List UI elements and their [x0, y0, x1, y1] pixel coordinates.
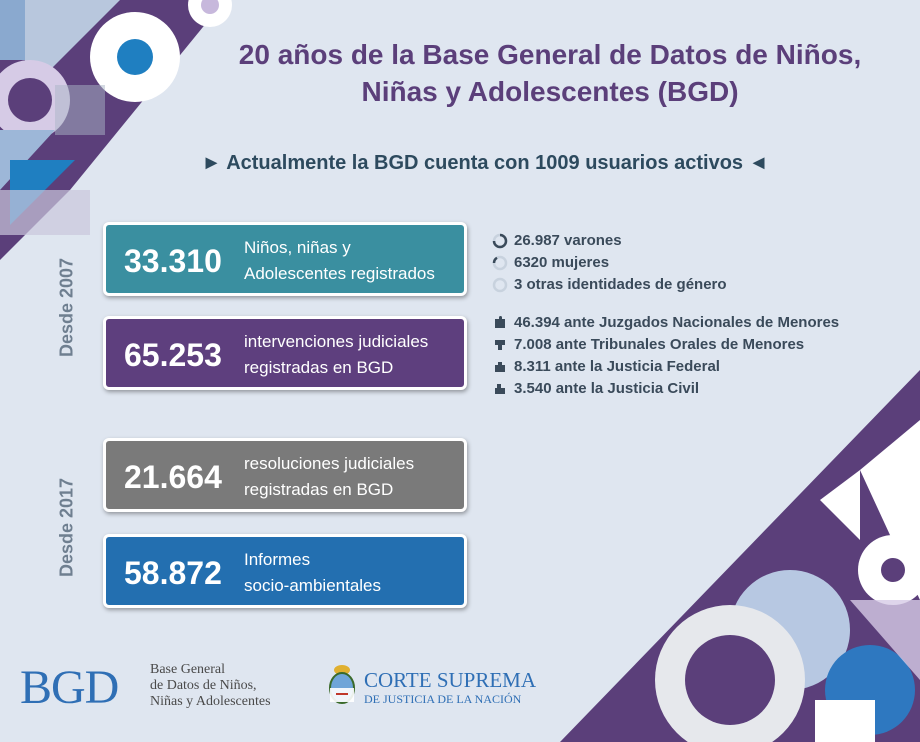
stat-description: intervenciones judiciales registradas en… [244, 332, 429, 377]
gender-row: 26.987 varones [492, 230, 727, 252]
stat-number: 33.310 [124, 243, 222, 279]
court-row: 7.008 ante Tribunales Orales de Menores [492, 334, 839, 356]
stat-card-resolutions: 21.664 resoluciones judiciales registrad… [103, 438, 467, 512]
gender-row: 6320 mujeres [492, 252, 727, 274]
gauge-icon [492, 233, 508, 249]
corte-suprema-title: CORTE SUPREMA [364, 668, 537, 692]
court-row: 46.394 ante Juzgados Nacionales de Menor… [492, 312, 839, 334]
gauge-icon [492, 255, 508, 271]
infographic-title: 20 años de la Base General de Datos de N… [238, 39, 862, 107]
stat-number: 58.872 [124, 555, 222, 591]
stat-number: 65.253 [124, 337, 222, 373]
coat-of-arms-icon [329, 665, 355, 704]
stat-card-children: 33.310 Niños, niñas y Adolescentes regis… [103, 222, 467, 296]
active-users-subtitle: ► Actualmente la BGD cuenta con 1009 usu… [201, 152, 769, 174]
bgd-logo: BGD [20, 661, 119, 714]
stat-card-reports: 58.872 Informes socio-ambientales [103, 534, 467, 608]
puzzle-icon [495, 362, 505, 372]
section-label-2017: Desde 2017 [56, 477, 77, 578]
gender-breakdown: 26.987 varones 6320 mujeres 3 otras iden… [492, 230, 727, 296]
stat-card-interventions: 65.253 intervenciones judiciales registr… [103, 316, 467, 390]
puzzle-icon [495, 384, 505, 394]
corte-suprema-subtitle: DE JUSTICIA DE LA NACIÓN [364, 692, 522, 706]
gauge-icon [492, 277, 508, 293]
bgd-logo-text: Base General de Datos de Niños, Niñas y … [150, 662, 271, 709]
court-row: 8.311 ante la Justicia Federal [492, 356, 839, 378]
puzzle-icon [495, 316, 505, 328]
stat-description: Informes socio-ambientales [244, 550, 382, 595]
puzzle-icon [495, 340, 505, 350]
court-breakdown: 46.394 ante Juzgados Nacionales de Menor… [492, 312, 839, 400]
court-row: 3.540 ante la Justicia Civil [492, 378, 839, 400]
gender-row: 3 otras identidades de género [492, 274, 727, 296]
stat-number: 21.664 [124, 459, 222, 495]
stat-description: resoluciones judiciales registradas en B… [244, 454, 415, 499]
stat-description: Niños, niñas y Adolescentes registrados [244, 238, 435, 283]
section-label-2007: Desde 2007 [56, 257, 77, 358]
